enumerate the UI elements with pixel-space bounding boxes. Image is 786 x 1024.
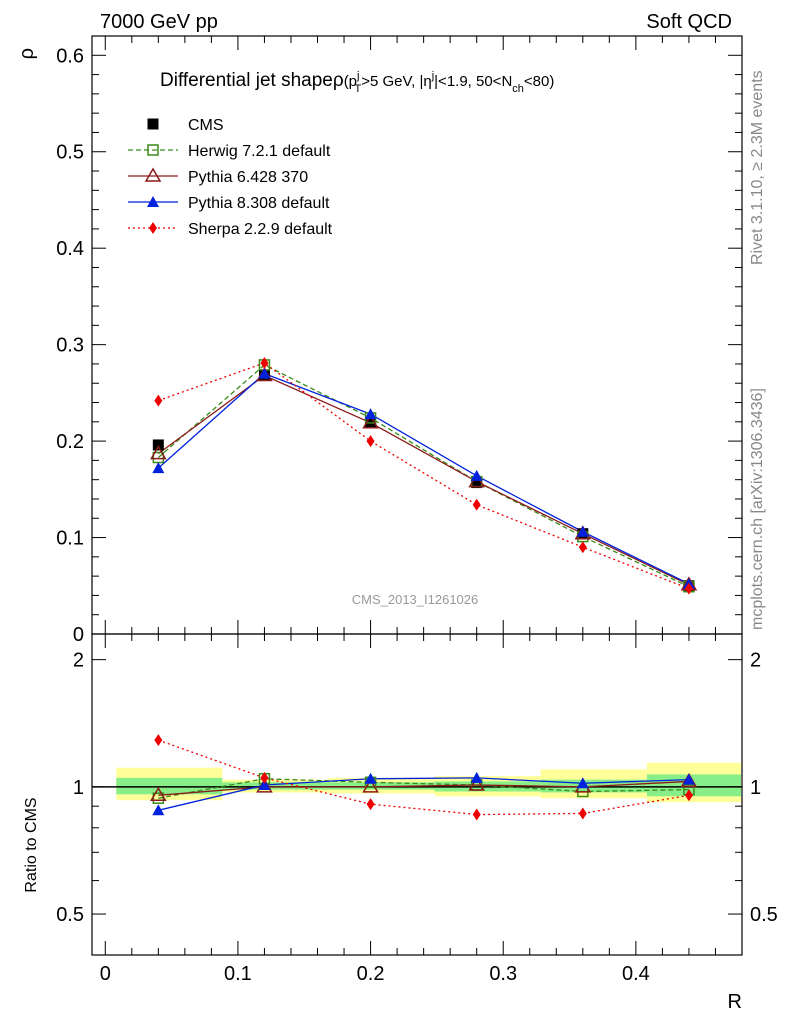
- data-point: [150, 445, 167, 460]
- ratio-series-line: [158, 778, 689, 799]
- x-axis-label: R: [728, 991, 742, 1013]
- series-line: [157, 364, 690, 588]
- data-point: [152, 462, 165, 474]
- ratio-data-point: [468, 776, 485, 791]
- title-cond-p-sub: T: [354, 83, 361, 95]
- ratio-data-point: [258, 779, 271, 791]
- ratio-data-point: [362, 778, 379, 793]
- energy-label: 7000 GeV pp: [100, 11, 218, 33]
- title-cond-end: <80): [524, 73, 554, 90]
- title-cond-p-sup: j: [356, 70, 359, 82]
- ratio-y-tick-label-right: 0.5: [750, 904, 778, 926]
- legend-label: Sherpa 2.2.9 default: [188, 221, 333, 238]
- y-tick-label: 0.3: [56, 335, 84, 357]
- svg-text:Differential jet shapeρ(pjT>5: Differential jet shapeρ(pj T>5 GeV, |ηj|<…: [160, 70, 554, 95]
- data-point: [362, 414, 379, 429]
- series-lines-layer: [157, 362, 690, 816]
- data-point: [578, 541, 587, 554]
- legend-label: Pythia 6.428 370: [188, 169, 308, 186]
- category-label: Soft QCD: [646, 11, 732, 33]
- analysis-watermark: CMS_2013_I1261026: [352, 592, 479, 607]
- data-point: [470, 469, 483, 481]
- legend-marker: [147, 118, 159, 130]
- ratio-series-line: [158, 739, 690, 816]
- ratio-data-point: [364, 772, 377, 784]
- ratio-y-tick-label-right: 2: [750, 650, 761, 672]
- x-tick-label: 0.3: [489, 963, 517, 985]
- data-point: [260, 356, 269, 369]
- ratio-series-line: [158, 777, 689, 811]
- data-point: [576, 525, 589, 537]
- ratio-data-point: [578, 807, 587, 820]
- x-tick-label: 0.2: [357, 963, 385, 985]
- mcplots-label: mcplots.cern.ch [arXiv:1306.3436]: [749, 388, 766, 630]
- ratio-data-point: [470, 771, 483, 783]
- ratio-data-point: [152, 804, 165, 816]
- legend-label: CMS: [188, 117, 224, 134]
- ratio-data-point: [682, 773, 695, 785]
- series-line: [158, 362, 690, 590]
- ratio-data-point: [154, 734, 163, 747]
- ratio-data-point: [260, 771, 269, 784]
- title-cond-n-sub: ch: [512, 83, 524, 95]
- uncertainty-band-inner: [222, 782, 329, 790]
- ratio-y-tick-label: 2: [73, 650, 84, 672]
- data-point: [258, 367, 271, 379]
- legend-marker: [149, 222, 157, 234]
- series-markers-layer: [150, 356, 698, 821]
- x-tick-label: 0.1: [224, 963, 252, 985]
- ratio-data-point: [576, 777, 589, 789]
- top-y-axis-label: ρ: [16, 48, 38, 59]
- data-point: [471, 477, 483, 489]
- legend-label: Herwig 7.2.1 default: [188, 143, 331, 160]
- y-tick-label: 0: [73, 624, 84, 646]
- series-line: [157, 374, 690, 586]
- y-tick-label: 0.6: [56, 45, 84, 67]
- y-tick-label: 0.2: [56, 431, 84, 453]
- ratio-data-point: [472, 808, 481, 821]
- legend-marker: [147, 144, 159, 156]
- legend-label: Pythia 8.308 default: [188, 195, 330, 212]
- data-point: [154, 394, 163, 407]
- ratio-data-point: [684, 789, 693, 802]
- rivet-label: Rivet 3.1.10, ≥ 2.3M events: [749, 70, 766, 265]
- ratio-data-point: [366, 798, 375, 811]
- y-tick-label: 0.5: [56, 142, 84, 164]
- ratio-data-point: [150, 786, 167, 802]
- legend-marker: [144, 167, 162, 182]
- series-line: [157, 372, 690, 585]
- uncertainty-band-inner: [328, 782, 435, 790]
- x-tick-label: 0: [100, 963, 111, 985]
- data-point: [366, 435, 375, 448]
- ratio-y-tick-label: 1: [73, 777, 84, 799]
- data-point: [364, 408, 377, 420]
- ratio-y-tick-label-right: 1: [750, 777, 761, 799]
- ratio-series-line: [158, 780, 689, 796]
- y-tick-label: 0.1: [56, 528, 84, 550]
- data-point: [472, 498, 481, 511]
- ratio-y-tick-label: 0.5: [56, 904, 84, 926]
- data-point: [152, 439, 164, 451]
- data-point: [684, 582, 693, 595]
- ratio-bands-layer: [92, 762, 742, 803]
- title-cond-eta-sup: j: [431, 70, 434, 82]
- plot-title: Differential jet shapeρ(pj T>5 GeV, |ηj|<…: [160, 70, 554, 95]
- axes-layer: 0 0.1 0.2 0.3 0.4 0.5 0.6 0.5 0.5 1 1 2 2 0 0.1 0.2 0.3 0…: [56, 35, 778, 985]
- ratio-y-axis-label: Ratio to CMS: [23, 797, 40, 892]
- x-tick-label: 0.4: [622, 963, 650, 985]
- title-cond-gt: >5 GeV, |η: [361, 73, 431, 90]
- legend-marker: [147, 196, 159, 207]
- legend: CMS Herwig 7.2.1 default Pythia 6.428 370 P…: [128, 117, 333, 238]
- title-main: Differential jet shape: [160, 70, 333, 91]
- title-cond-n: |<1.9, 50<N: [434, 73, 512, 90]
- title-cond-p: (p: [344, 73, 357, 90]
- title-rho: ρ: [333, 70, 344, 91]
- ratio-frame: [91, 633, 743, 956]
- y-tick-label: 0.4: [56, 238, 84, 260]
